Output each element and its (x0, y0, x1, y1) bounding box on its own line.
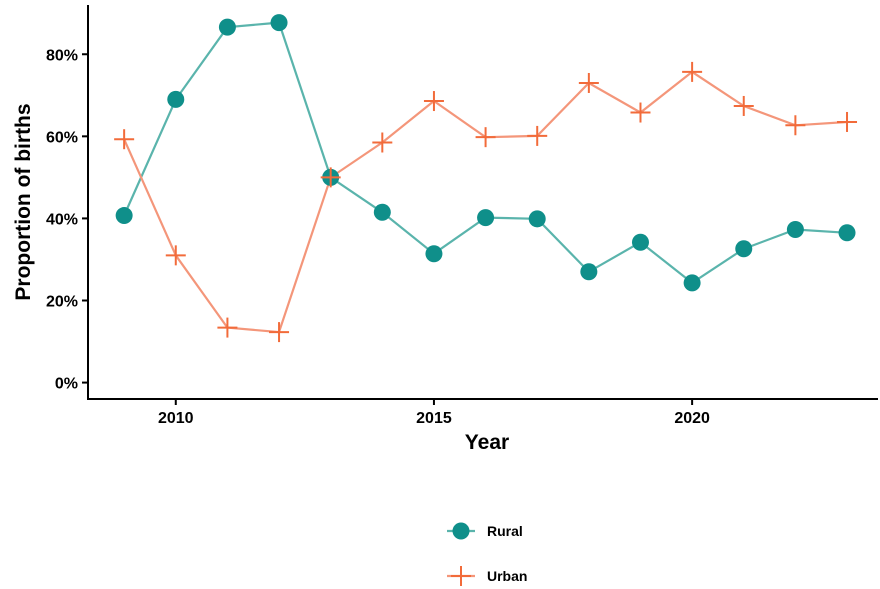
urban-point (630, 102, 651, 123)
y-tick-label: 60% (46, 129, 78, 146)
legend-urban-label: Urban (487, 568, 527, 584)
rural-point (580, 263, 598, 281)
rural-point (425, 245, 443, 263)
urban-point (423, 91, 444, 112)
x-axis-title: Year (465, 431, 509, 454)
urban-point (475, 127, 496, 148)
rural-point (631, 233, 649, 251)
series-layer (114, 14, 858, 343)
y-ticks: 0% 20% 40% 60% 80% (46, 47, 88, 393)
urban-point (372, 132, 393, 153)
rural-point (683, 274, 701, 292)
y-tick-label: 0% (55, 376, 78, 393)
legend-rural-label: Rural (487, 523, 523, 539)
legend-urban-marker (451, 566, 471, 586)
urban-point (269, 322, 290, 343)
urban-point (785, 115, 806, 136)
urban-point (217, 317, 238, 338)
rural-point (270, 14, 288, 32)
urban-point (527, 125, 548, 146)
legend-rural-marker (452, 522, 470, 540)
urban-point (114, 129, 135, 150)
urban-point (320, 167, 341, 188)
rural-point (218, 18, 236, 36)
rural-point (373, 203, 391, 221)
rural-point (115, 207, 133, 225)
urban-point (733, 95, 754, 116)
rural-point (838, 224, 856, 242)
urban-point (837, 111, 858, 132)
rural-point (167, 90, 185, 108)
urban-point (165, 245, 186, 266)
y-tick-label: 40% (46, 211, 78, 228)
legend: Rural Urban (447, 522, 527, 586)
y-tick-label: 80% (46, 47, 78, 64)
rural-point (477, 209, 495, 227)
x-tick-label: 2015 (416, 410, 452, 427)
y-axis-title: Proportion of births (12, 103, 35, 300)
rural-point (735, 240, 753, 258)
x-ticks: 2010 2015 2020 (158, 399, 710, 427)
x-tick-label: 2020 (674, 410, 710, 427)
urban-point (578, 72, 599, 93)
rural-point (528, 210, 546, 228)
x-tick-label: 2010 (158, 410, 194, 427)
rural-point (786, 220, 804, 238)
urban-point (682, 61, 703, 82)
y-tick-label: 20% (46, 294, 78, 311)
urban-series-line (123, 70, 848, 334)
